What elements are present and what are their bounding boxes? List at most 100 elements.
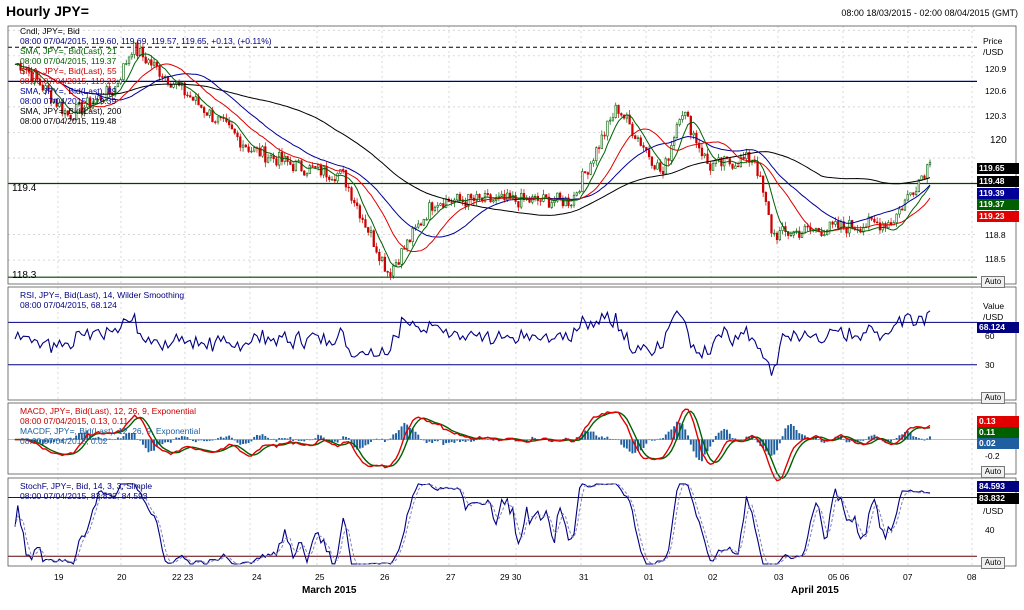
macd-histogram-bar bbox=[884, 439, 887, 444]
macd-histogram-bar bbox=[559, 439, 562, 441]
macd-histogram-bar bbox=[428, 439, 431, 442]
macd-histogram-bar bbox=[392, 434, 395, 440]
macd-histogram-bar bbox=[912, 436, 915, 440]
candle-body bbox=[848, 220, 851, 234]
candle-body bbox=[241, 144, 245, 148]
candle-body bbox=[24, 68, 28, 71]
macd-histogram-bar bbox=[589, 431, 592, 440]
candle-body bbox=[450, 201, 453, 203]
macd-histogram-bar bbox=[411, 428, 414, 440]
macd-histogram-bar bbox=[281, 438, 283, 440]
macd-line bbox=[15, 408, 931, 482]
macd-histogram-bar bbox=[756, 439, 759, 443]
candle-body bbox=[834, 221, 837, 225]
macd-histogram-bar bbox=[155, 439, 158, 447]
candle-body bbox=[30, 70, 33, 82]
candle-body bbox=[333, 179, 336, 182]
macd-histogram-bar bbox=[606, 436, 609, 440]
candle-body bbox=[400, 248, 403, 265]
rsi-auto-button[interactable]: Auto bbox=[981, 392, 1005, 404]
rsi-axis-unit: /USD bbox=[983, 312, 1004, 322]
macd-histogram-bar bbox=[742, 439, 745, 441]
macd-histogram-bar bbox=[344, 436, 347, 440]
candle-body bbox=[191, 96, 195, 101]
candle-body bbox=[127, 56, 131, 64]
candle-body bbox=[761, 175, 765, 193]
macd-histogram-bar bbox=[867, 436, 870, 440]
macd-histogram-bar bbox=[186, 437, 189, 440]
macd-histogram-bar bbox=[33, 439, 36, 442]
candle-body bbox=[926, 164, 929, 179]
macd-hist-badge: 0.02 bbox=[977, 438, 1019, 449]
macd-histogram-bar bbox=[69, 437, 72, 440]
macd-histogram-bar bbox=[239, 439, 242, 445]
candle-body bbox=[150, 59, 153, 66]
candle-body bbox=[609, 119, 612, 122]
candle-body bbox=[419, 223, 423, 226]
macd-histogram-bar bbox=[459, 439, 461, 443]
macd-histogram-bar bbox=[525, 439, 528, 442]
chart-title: Hourly JPY= bbox=[6, 3, 89, 19]
macd-histogram-bar bbox=[175, 437, 178, 440]
candle-body bbox=[775, 232, 779, 241]
candle-body bbox=[517, 201, 520, 208]
macd-histogram-bar bbox=[422, 439, 425, 441]
x-tick-label: 26 bbox=[380, 572, 390, 582]
candle-body bbox=[731, 163, 734, 169]
macd-histogram-bar bbox=[753, 439, 756, 441]
candle-body bbox=[422, 219, 425, 226]
candle-body bbox=[709, 163, 712, 171]
candle-body bbox=[556, 192, 559, 202]
candle-body bbox=[742, 156, 745, 159]
macd-histogram-bar bbox=[603, 437, 606, 440]
candle-body bbox=[787, 231, 790, 236]
macd-histogram-bar bbox=[439, 439, 442, 441]
macd-histogram-bar bbox=[258, 435, 261, 440]
macd-histogram-bar bbox=[770, 439, 773, 456]
macd-auto-button[interactable]: Auto bbox=[981, 466, 1005, 478]
stoch-auto-button[interactable]: Auto bbox=[981, 557, 1005, 569]
candle-body bbox=[584, 171, 587, 173]
candle-body bbox=[239, 136, 242, 148]
macd-histogram-bar bbox=[255, 434, 258, 440]
macd-histogram-bar bbox=[923, 439, 926, 441]
candle-body bbox=[564, 197, 567, 207]
candle-body bbox=[664, 158, 667, 175]
candle-body bbox=[264, 146, 267, 163]
candle-body bbox=[122, 63, 125, 80]
macd-histogram-bar bbox=[395, 433, 397, 440]
macd-histogram-bar bbox=[342, 436, 345, 440]
candle-body bbox=[575, 192, 578, 196]
macd-histogram-bar bbox=[903, 432, 906, 440]
macd-histogram-bar bbox=[717, 432, 720, 440]
candle-body bbox=[675, 124, 679, 138]
candle-body bbox=[592, 160, 595, 164]
macd-histogram-bar bbox=[233, 439, 236, 441]
macd-histogram-bar bbox=[623, 439, 626, 448]
candle-body bbox=[444, 198, 448, 209]
macd-histogram-bar bbox=[778, 439, 781, 444]
candle-body bbox=[475, 194, 478, 201]
price-auto-button[interactable]: Auto bbox=[981, 276, 1005, 288]
macd-histogram-bar bbox=[598, 437, 601, 440]
candle-body bbox=[458, 194, 462, 201]
candle-body bbox=[258, 147, 261, 157]
macd-histogram-bar bbox=[272, 438, 275, 440]
candle-body bbox=[831, 221, 834, 225]
macd-histogram-bar bbox=[762, 439, 765, 449]
candle-body bbox=[80, 101, 83, 115]
macd-histogram-bar bbox=[611, 439, 614, 440]
candle-body bbox=[789, 234, 793, 237]
level-label-119-4: 119.4 bbox=[12, 183, 37, 194]
macd-histogram-bar bbox=[222, 437, 225, 440]
candle-body bbox=[914, 191, 918, 195]
macd-histogram-bar bbox=[561, 439, 564, 440]
candle-body bbox=[620, 113, 623, 116]
macd-histogram-bar bbox=[848, 439, 851, 443]
macd-histogram-bar bbox=[108, 438, 111, 440]
macd-histogram-bar bbox=[253, 436, 256, 440]
candle-body bbox=[611, 117, 615, 121]
candle-body bbox=[920, 175, 923, 181]
macd-histogram-bar bbox=[172, 439, 175, 441]
